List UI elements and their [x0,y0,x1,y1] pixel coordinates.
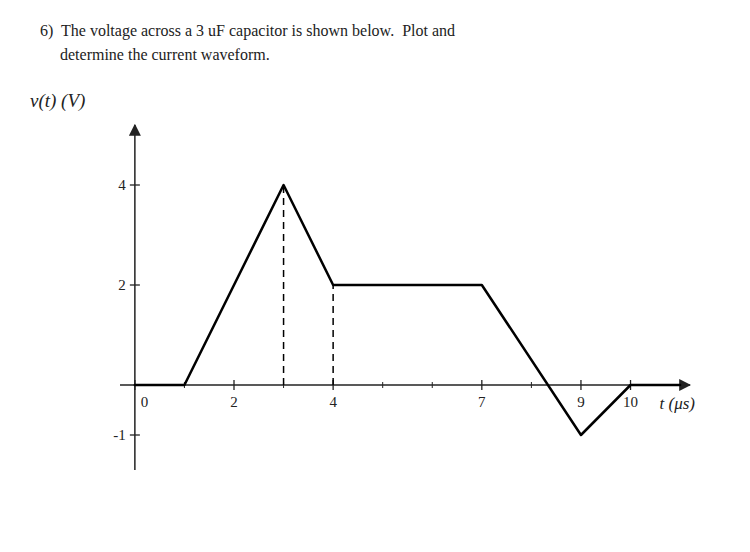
x-tick-label: 0 [141,394,149,410]
reference-line [332,285,334,385]
x-minor-tick [432,382,433,388]
y-tick-label: -1 [113,427,126,443]
y-tick-label: 4 [118,177,126,193]
x-tick [481,380,482,390]
subtitle: determine the current waveform. [40,46,270,63]
x-axis [120,384,690,386]
chart: 6) The voltage across a 3 uF capacitor i… [0,0,750,552]
waveform [135,185,680,435]
x-tick-label: 4 [329,394,337,410]
y-axis-label: v(t) (V) [30,90,85,112]
y-axis [134,125,136,470]
y-tick-label: 2 [118,277,126,293]
y-tick [130,434,140,435]
y-tick [130,284,140,285]
x-minor-tick [382,382,383,388]
x-tick-label: 7 [478,394,486,410]
reference-line [283,185,285,385]
y-tick [130,184,140,185]
x-tick-label: 9 [577,394,585,410]
plot-area [135,185,680,435]
x-minor-tick [531,382,532,388]
x-tick [580,380,581,390]
x-tick-label: 2 [230,394,238,410]
x-tick [233,380,234,390]
x-tick-label: 10 [623,394,638,410]
x-axis-label: t (μs) [660,394,696,413]
title: 6) The voltage across a 3 uF capacitor i… [40,22,455,40]
